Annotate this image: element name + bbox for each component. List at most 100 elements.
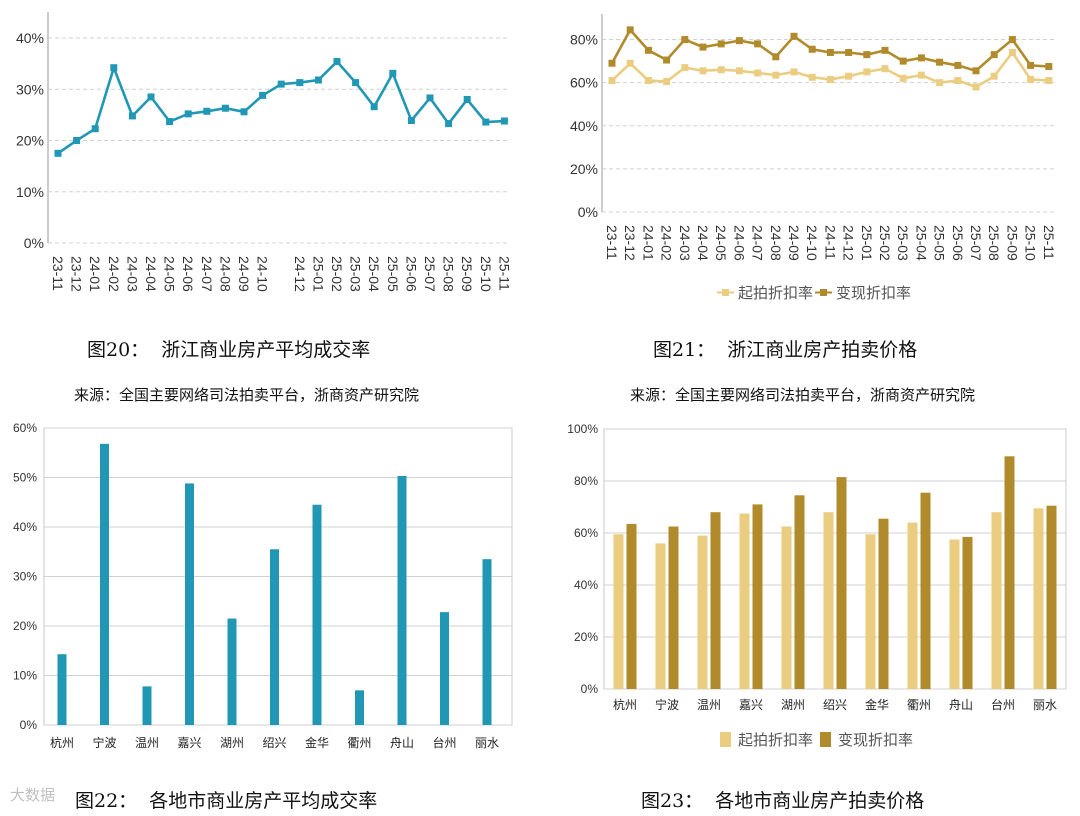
data-point [717, 40, 725, 48]
x-category-label: 嘉兴 [177, 736, 201, 750]
x-tick-label: 25-07 [422, 256, 438, 292]
data-point [608, 77, 616, 85]
x-category-label: 杭州 [50, 735, 74, 750]
data-point [899, 57, 907, 65]
data-point [445, 120, 453, 128]
data-point [754, 69, 762, 77]
data-point [221, 104, 229, 112]
source-note-right: 来源：全国主要网络司法拍卖平台，浙商资产研究院 [630, 386, 976, 404]
x-tick-label: 24-03 [124, 256, 140, 292]
x-tick-label: 24-04 [143, 256, 159, 292]
y-tick-label: 0% [24, 235, 44, 251]
bar [752, 504, 763, 689]
data-point [259, 91, 267, 99]
x-tick-label: 24-02 [659, 225, 675, 261]
legend-marker [820, 732, 831, 747]
data-point [1045, 77, 1053, 85]
y-tick-label: 0% [20, 718, 38, 732]
x-category-label: 衢州 [347, 736, 371, 750]
x-tick-label: 25-01 [310, 256, 326, 292]
data-point [463, 96, 471, 103]
data-point [917, 54, 925, 62]
x-category-label: 台州 [432, 735, 456, 750]
data-point [972, 83, 980, 91]
x-tick-label: 24-12 [292, 256, 308, 292]
data-point [500, 117, 508, 125]
bar [1046, 505, 1057, 689]
data-point [608, 59, 616, 67]
data-point [899, 74, 907, 82]
x-category-label: 杭州 [613, 697, 637, 712]
x-category-label: 舟山 [949, 698, 973, 712]
data-point [110, 64, 118, 72]
x-tick-label: 24-04 [695, 225, 711, 261]
chart-fig22: 0% 10% 20% 30% 40% 50% 60% 杭州 宁波 温州 嘉兴 湖州 绍兴 金华 衢州 舟山 台州… [13, 421, 513, 750]
y-tick-label: 20% [570, 161, 598, 177]
chart-fig21: 0%20%40%60%80%23-11 23-12 24-01 24-02 24-03 2… [570, 14, 1057, 302]
x-tick-label: 25-05 [385, 256, 401, 292]
bar [878, 518, 889, 689]
x-tick-label: 25-06 [403, 256, 419, 292]
x-category-label: 宁波 [655, 697, 679, 712]
x-tick-label: 23-11 [604, 225, 620, 260]
bar [100, 443, 109, 725]
x-category-label: 温州 [697, 698, 721, 712]
bar [907, 522, 918, 689]
data-point [426, 94, 434, 102]
x-tick-label: 25-08 [986, 225, 1002, 261]
x-tick-label: 25-10 [1023, 225, 1039, 261]
data-point [681, 36, 689, 44]
data-point [166, 118, 174, 126]
x-category-label: 宁波 [92, 735, 116, 750]
data-point [826, 48, 834, 56]
data-point [240, 108, 248, 116]
data-point [972, 67, 980, 75]
data-point [881, 46, 889, 54]
x-tick-label: 24-05 [162, 256, 178, 292]
data-point [845, 48, 853, 56]
y-tick-label: 40% [16, 30, 44, 46]
x-category-label: 湖州 [781, 697, 805, 712]
data-point [1045, 63, 1053, 70]
x-category-label: 嘉兴 [739, 698, 763, 712]
bar [626, 523, 637, 689]
y-tick-label: 60% [574, 526, 598, 540]
bar [794, 495, 805, 689]
bar [397, 476, 407, 725]
y-tick-label: 100% [567, 422, 598, 436]
x-tick-label: 25-11 [496, 256, 512, 291]
bar [1033, 508, 1044, 689]
x-tick-label: 25-04 [913, 225, 929, 261]
y-tick-label: 60% [13, 421, 37, 435]
x-tick-label: 24-07 [750, 225, 766, 261]
y-tick-label: 10% [13, 669, 37, 683]
data-point [389, 69, 397, 77]
data-point [1008, 36, 1016, 44]
data-point [754, 40, 762, 48]
x-tick-label: 25-03 [348, 256, 364, 292]
data-point [184, 110, 192, 118]
x-tick-label: 25-02 [877, 225, 893, 261]
x-tick-label: 24-01 [640, 225, 656, 261]
data-point [699, 43, 707, 51]
y-tick-label: 30% [13, 570, 37, 584]
y-tick-label: 20% [16, 133, 44, 149]
bar [57, 654, 67, 725]
x-category-label: 温州 [135, 736, 159, 750]
y-tick-label: 50% [13, 471, 37, 485]
data-point [73, 137, 81, 144]
x-category-label: 金华 [305, 735, 329, 750]
x-tick-label: 24-11 [822, 225, 838, 260]
data-point [790, 32, 798, 40]
x-tick-label: 25-02 [329, 256, 345, 292]
data-point [881, 65, 889, 73]
bar [865, 534, 876, 689]
data-point [936, 58, 944, 66]
x-category-label: 湖州 [220, 735, 244, 750]
data-point [296, 79, 304, 87]
y-tick-label: 40% [570, 118, 598, 134]
x-tick-label: 25-07 [968, 225, 984, 261]
data-point [54, 149, 62, 157]
bar [312, 504, 322, 725]
x-tick-label: 23-11 [50, 256, 66, 291]
